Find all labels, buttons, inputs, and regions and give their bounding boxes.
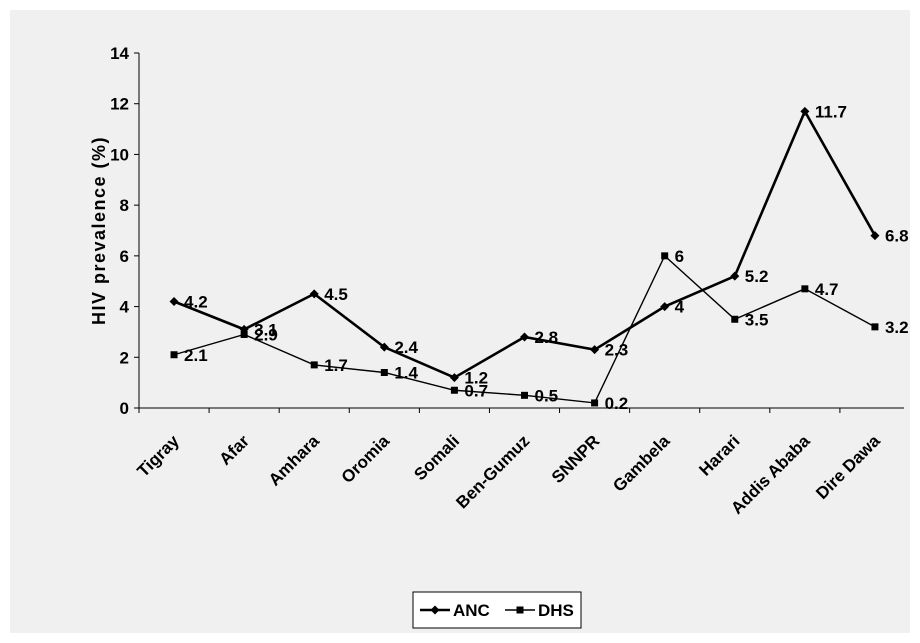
chart-panel: 0 2 4 6 8 10 12 14 Tigray Afar Amhara Oromia Somali… — [10, 10, 910, 633]
data-point-anc — [309, 289, 319, 299]
data-label-dhs: 1.7 — [324, 356, 348, 375]
data-point-dhs — [661, 252, 669, 260]
data-labels: 4.2 3.1 4.5 2.4 1.2 2.8 2.3 4 5.2 11.7 6.8 2.1 2.9 1.… — [184, 102, 909, 413]
data-point-anc — [800, 106, 810, 116]
data-point-anc — [590, 345, 600, 355]
y-tick-label: 8 — [120, 196, 129, 215]
legend-marker-dhs — [516, 606, 524, 614]
data-point-dhs — [450, 386, 458, 394]
legend: ANC DHS — [412, 591, 582, 629]
x-tick-label: Afar — [215, 431, 253, 469]
x-tick-label: Amhara — [265, 431, 324, 490]
x-tick-label: Harari — [695, 431, 743, 479]
data-point-dhs — [591, 399, 599, 407]
series-line-dhs — [173, 254, 876, 404]
data-point-anc — [730, 271, 740, 281]
legend-marker-anc — [430, 605, 440, 615]
y-axis-tick-labels: 0 2 4 6 8 10 12 14 — [110, 44, 129, 418]
data-label-dhs: 6 — [675, 247, 684, 266]
data-label-dhs: 2.1 — [184, 346, 208, 365]
data-point-dhs — [310, 361, 318, 369]
data-label-dhs: 3.5 — [745, 310, 769, 329]
legend-label-dhs: DHS — [538, 601, 574, 620]
data-label-anc: 4.2 — [184, 293, 208, 312]
data-label-anc: 2.8 — [535, 328, 559, 347]
data-label-anc: 1.2 — [464, 369, 488, 388]
x-tick-label: Dire Dawa — [812, 431, 884, 503]
y-tick-label: 2 — [120, 348, 129, 367]
y-tick-label: 10 — [110, 145, 129, 164]
data-label-dhs: 0.7 — [464, 381, 488, 400]
data-label-anc: 5.2 — [745, 267, 769, 286]
data-point-dhs — [801, 285, 809, 293]
data-point-anc — [520, 332, 529, 342]
data-label-dhs: 1.4 — [394, 364, 418, 383]
data-point-dhs — [731, 315, 739, 323]
data-label-dhs: 0.2 — [605, 394, 629, 413]
y-axis-title: HIV prevalence (%) — [89, 136, 109, 325]
series-lines — [173, 108, 877, 404]
data-point-dhs — [871, 323, 879, 331]
y-tick-label: 14 — [110, 44, 129, 63]
data-label-anc: 4.5 — [324, 285, 348, 304]
data-point-dhs — [380, 369, 388, 376]
axes — [134, 52, 904, 413]
x-tick-label: Gambela — [609, 431, 674, 496]
hiv-prevalence-line-chart: 0 2 4 6 8 10 12 14 Tigray Afar Amhara Oromia Somali… — [89, 44, 909, 629]
data-point-anc — [870, 231, 880, 241]
data-label-anc: 6.8 — [885, 227, 909, 246]
y-tick-label: 6 — [120, 247, 129, 266]
data-label-dhs: 0.5 — [535, 386, 559, 405]
y-tick-label: 0 — [120, 399, 129, 418]
data-point-anc — [169, 297, 179, 306]
x-tick-label: Ben-Gumuz — [452, 431, 533, 512]
data-label-anc: 2.3 — [605, 341, 629, 360]
data-label-anc: 2.4 — [394, 338, 418, 357]
x-tick-label: Tigray — [134, 431, 184, 481]
data-point-anc — [449, 373, 459, 383]
data-label-dhs: 2.9 — [254, 325, 278, 344]
data-point-dhs — [170, 351, 178, 359]
data-label-dhs: 4.7 — [815, 280, 839, 299]
data-point-dhs — [240, 330, 248, 338]
x-tick-label: SNNPR — [548, 431, 604, 487]
data-label-anc: 4 — [675, 298, 685, 317]
y-tick-label: 4 — [120, 298, 130, 317]
data-point-anc — [660, 302, 670, 312]
x-tick-label: Somali — [410, 431, 463, 484]
data-point-dhs — [521, 391, 528, 399]
legend-label-anc: ANC — [453, 601, 490, 620]
data-label-dhs: 3.2 — [885, 318, 909, 337]
data-label-anc: 11.7 — [815, 102, 847, 121]
data-point-anc — [379, 342, 389, 352]
y-tick-label: 12 — [110, 95, 129, 114]
series-markers — [169, 106, 880, 407]
x-tick-label: Oromia — [338, 431, 394, 487]
data-label-anc: 3.1 — [254, 320, 278, 339]
